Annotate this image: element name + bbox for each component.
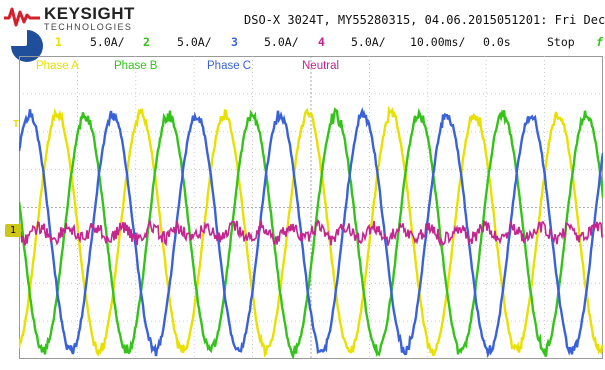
trace-channel-2 [19,107,603,359]
trigger-level-marker[interactable]: T [13,119,20,130]
label-neutral: Neutral [302,60,340,72]
trace-channel-3 [19,106,603,359]
keysight-wave-icon [4,7,40,27]
brand-name: KEYSIGHT [44,4,135,23]
label-phase-b: Phase B [114,60,158,72]
label-phase-a: Phase A [36,60,79,72]
ground-reference-marker[interactable]: 1 [5,224,21,237]
channel-4-number[interactable]: 4 [318,35,325,49]
channel-4-scale[interactable]: 5.0A/ [351,35,386,49]
channel-3-scale[interactable]: 5.0A/ [264,35,299,49]
trace-channel-1 [19,105,603,358]
trigger-icon[interactable]: f [596,35,603,49]
channel-2-number[interactable]: 2 [143,35,150,49]
status-bar: 1 5.0A/ 2 5.0A/ 3 5.0A/ 4 5.0A/ 10.00ms/… [0,34,605,51]
timebase[interactable]: 10.00ms/ [410,35,466,49]
channel-1-number[interactable]: 1 [55,35,62,49]
channel-2-scale[interactable]: 5.0A/ [177,35,212,49]
channel-3-number[interactable]: 3 [231,35,238,49]
run-state[interactable]: Stop [547,35,575,49]
channel-1-scale[interactable]: 5.0A/ [90,35,125,49]
trace-channel-4 [19,218,603,247]
label-phase-c: Phase C [207,60,252,72]
waveform-display[interactable] [19,56,603,359]
delay[interactable]: 0.0s [483,35,511,49]
brand: KEYSIGHT TECHNOLOGIES [0,0,134,38]
brand-subtitle: TECHNOLOGIES [44,22,133,32]
instrument-info: DSO-X 3024T, MY55280315, 04.06.201505120… [244,13,605,27]
